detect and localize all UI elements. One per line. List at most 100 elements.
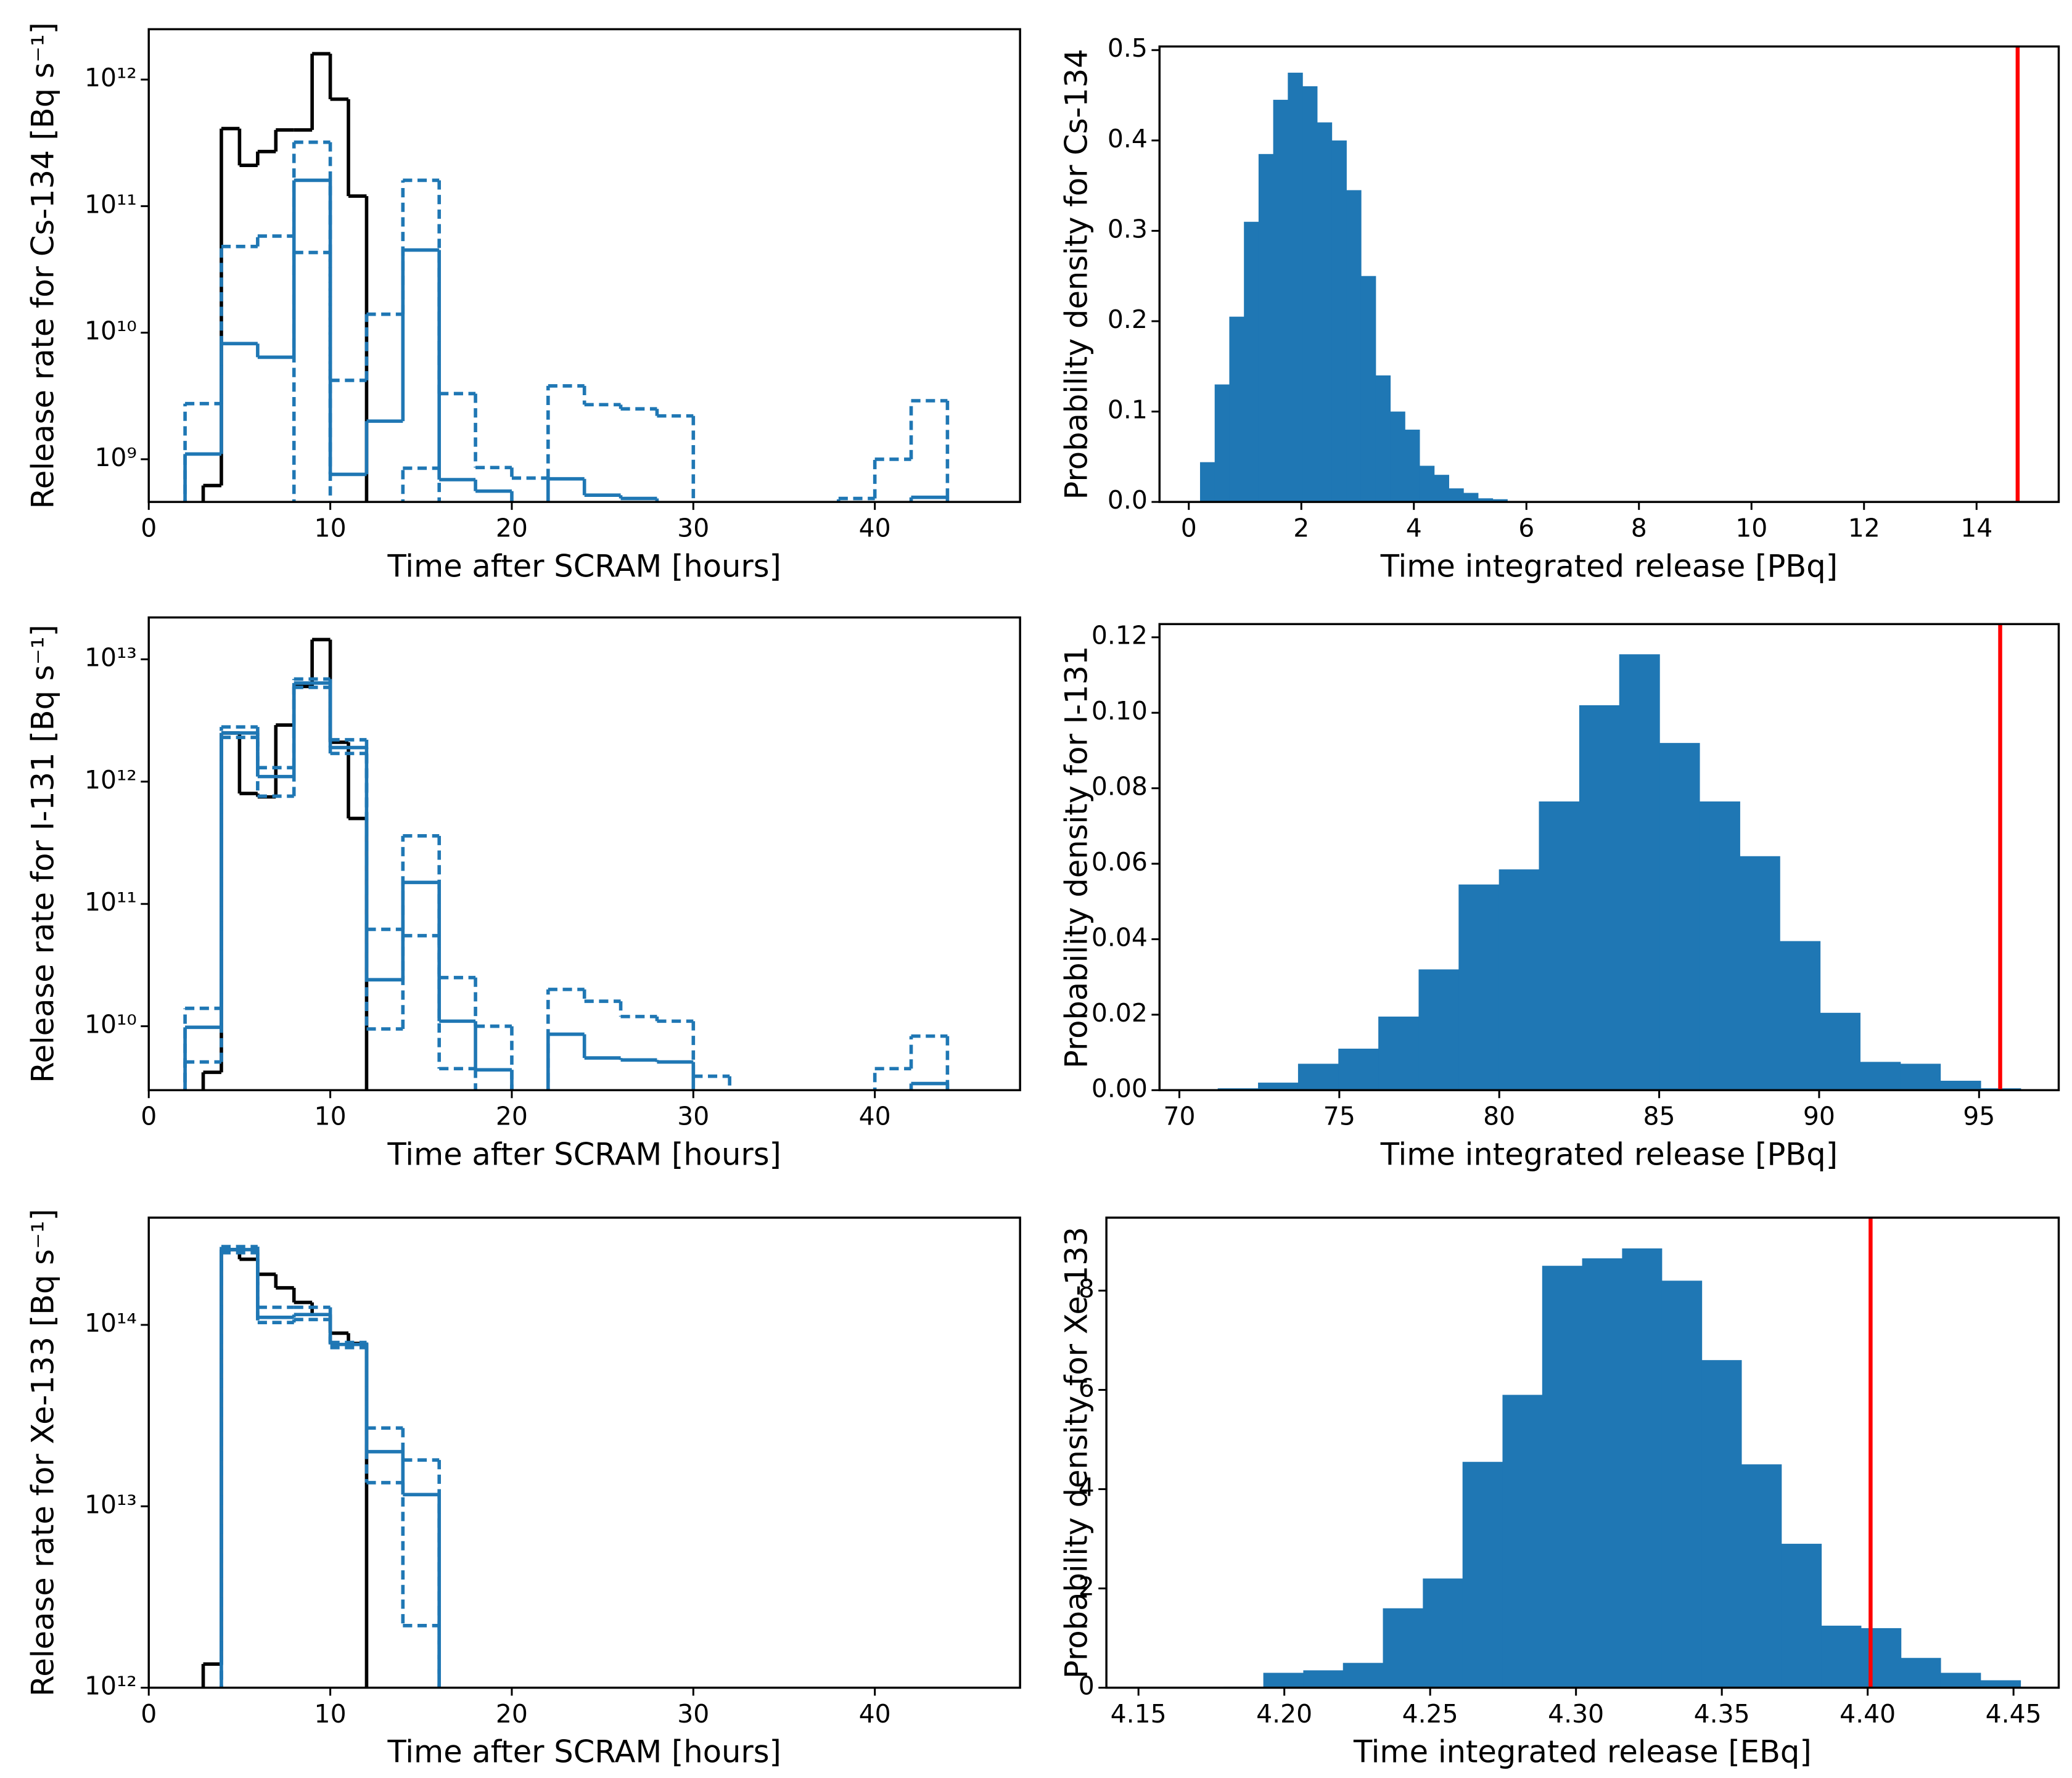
x-tick-label: 4.35: [1694, 1699, 1750, 1729]
x-axis-label: Time after SCRAM [hours]: [387, 1137, 781, 1173]
y-tick-label: 0.4: [1108, 124, 1148, 154]
x-axis-label: Time integrated release [EBq]: [1353, 1734, 1812, 1770]
x-tick-label: 10: [314, 513, 347, 543]
y-tick-label: 0.1: [1108, 395, 1148, 425]
bar: [1418, 969, 1459, 1091]
bar: [1434, 475, 1449, 502]
x-axis-label: Time after SCRAM [hours]: [387, 1734, 781, 1770]
axes-frame: [1158, 45, 2060, 503]
y-tick-label: 10¹¹: [84, 189, 137, 219]
x-tick-label: 2: [1293, 513, 1309, 543]
y-axis-label: Probability density for I-131: [1058, 646, 1094, 1069]
y-tick-label: 10¹²: [84, 765, 137, 795]
bar: [1375, 375, 1391, 502]
x-tick-label: 20: [496, 1102, 528, 1131]
bar: [1582, 1258, 1623, 1688]
bar: [1478, 498, 1494, 502]
bar: [1820, 1012, 1860, 1091]
y-tick-label: 0.5: [1108, 33, 1148, 63]
x-axis-label: Time integrated release [PBq]: [1380, 1137, 1838, 1173]
bar: [1542, 1266, 1583, 1688]
bar: [1346, 190, 1362, 502]
x-tick-label: 6: [1518, 513, 1534, 543]
bar: [1317, 122, 1333, 502]
x-tick-label: 0: [141, 1102, 157, 1131]
bar: [1940, 1081, 1981, 1091]
x-tick-label: 10: [1735, 513, 1767, 543]
y-tick-label: 6: [1079, 1373, 1095, 1403]
x-tick-label: 4.30: [1548, 1699, 1604, 1729]
bar: [1331, 140, 1347, 502]
y-tick-label: 0.2: [1108, 305, 1148, 334]
axes-frame: [1158, 623, 2060, 1092]
axes-frame: [147, 28, 1021, 503]
bar: [1214, 384, 1230, 502]
bar: [1303, 1670, 1344, 1688]
y-tick-label: 0.3: [1108, 214, 1148, 244]
bar: [1860, 1062, 1901, 1091]
y-axis-label: Probability density for Cs-134: [1058, 49, 1094, 499]
y-tick-label: 0.02: [1092, 998, 1148, 1028]
panel: 4.15 4.20 4.25 4.30 4.35 4.40 4.45 0 2 4 6 8 Time in…: [1058, 1216, 2060, 1770]
x-tick-label: 0: [141, 1699, 157, 1729]
y-tick-label: 10⁹: [94, 443, 136, 472]
bar: [1423, 1578, 1463, 1688]
x-tick-label: 40: [859, 1699, 891, 1729]
x-tick-label: 4.45: [1986, 1699, 2042, 1729]
bar: [1661, 1280, 1703, 1688]
x-tick-label: 10: [314, 1102, 347, 1131]
x-tick-label: 85: [1643, 1102, 1675, 1131]
y-tick-label: 10¹¹: [84, 887, 137, 917]
axes-frame: [1105, 1216, 2060, 1689]
bar: [1619, 654, 1660, 1091]
plot-area: [183, 637, 950, 1091]
bar: [1360, 276, 1376, 502]
x-tick-label: 12: [1848, 513, 1880, 543]
x-tick-label: 70: [1163, 1102, 1195, 1131]
y-axis-label: Release rate for I-131 [Bq s⁻¹]: [25, 625, 61, 1083]
x-axis-label: Time after SCRAM [hours]: [387, 548, 781, 584]
bar: [1740, 856, 1780, 1091]
y-tick-label: 0.12: [1092, 621, 1148, 650]
x-tick-label: 90: [1803, 1102, 1835, 1131]
y-tick-label: 0.06: [1092, 847, 1148, 877]
y-axis-label: Release rate for Cs-134 [Bq s⁻¹]: [25, 22, 61, 509]
bar: [1338, 1048, 1379, 1091]
bar: [1498, 869, 1540, 1091]
x-tick-label: 4.40: [1840, 1699, 1896, 1729]
axes-frame: [147, 1216, 1021, 1689]
bar: [1901, 1658, 1941, 1688]
x-axis-label: Time integrated release [PBq]: [1380, 548, 1838, 584]
bar: [1449, 488, 1464, 502]
y-tick-label: 0.0: [1108, 485, 1148, 515]
bar: [1200, 462, 1215, 502]
x-tick-label: 10: [314, 1699, 347, 1729]
x-tick-label: 20: [496, 513, 528, 543]
plot-area: [1200, 46, 2020, 502]
y-tick-label: 0.04: [1092, 922, 1148, 952]
bar: [1458, 884, 1500, 1091]
x-tick-label: 30: [677, 513, 709, 543]
x-tick-label: 4: [1406, 513, 1422, 543]
bar: [1263, 1673, 1304, 1688]
y-tick-label: 10¹²: [84, 1671, 137, 1701]
y-tick-label: 0.00: [1092, 1073, 1148, 1103]
y-tick-label: 10¹⁰: [84, 316, 137, 346]
bar: [1579, 705, 1620, 1091]
plot-area: [183, 52, 950, 502]
bar: [1659, 743, 1700, 1091]
panel: 0 10 20 30 40 10⁹ 10¹⁰ 10¹¹ 10¹² Time after SCRAM…: [25, 22, 1021, 584]
y-axis-label: Release rate for Xe-133 [Bq s⁻¹]: [25, 1209, 61, 1697]
x-tick-label: 80: [1483, 1102, 1515, 1131]
bar: [1821, 1625, 1862, 1688]
y-tick-label: 8: [1079, 1274, 1095, 1303]
x-tick-label: 4.20: [1256, 1699, 1312, 1729]
bar: [1780, 941, 1821, 1091]
x-tick-label: 40: [859, 513, 891, 543]
bar: [1342, 1663, 1384, 1688]
bar: [1502, 1395, 1543, 1688]
x-tick-label: 4.15: [1111, 1699, 1167, 1729]
bar: [1980, 1680, 2021, 1688]
panel: 0 10 20 30 40 10¹⁰ 10¹¹ 10¹² 10¹³ Time after SCRA…: [25, 616, 1021, 1173]
